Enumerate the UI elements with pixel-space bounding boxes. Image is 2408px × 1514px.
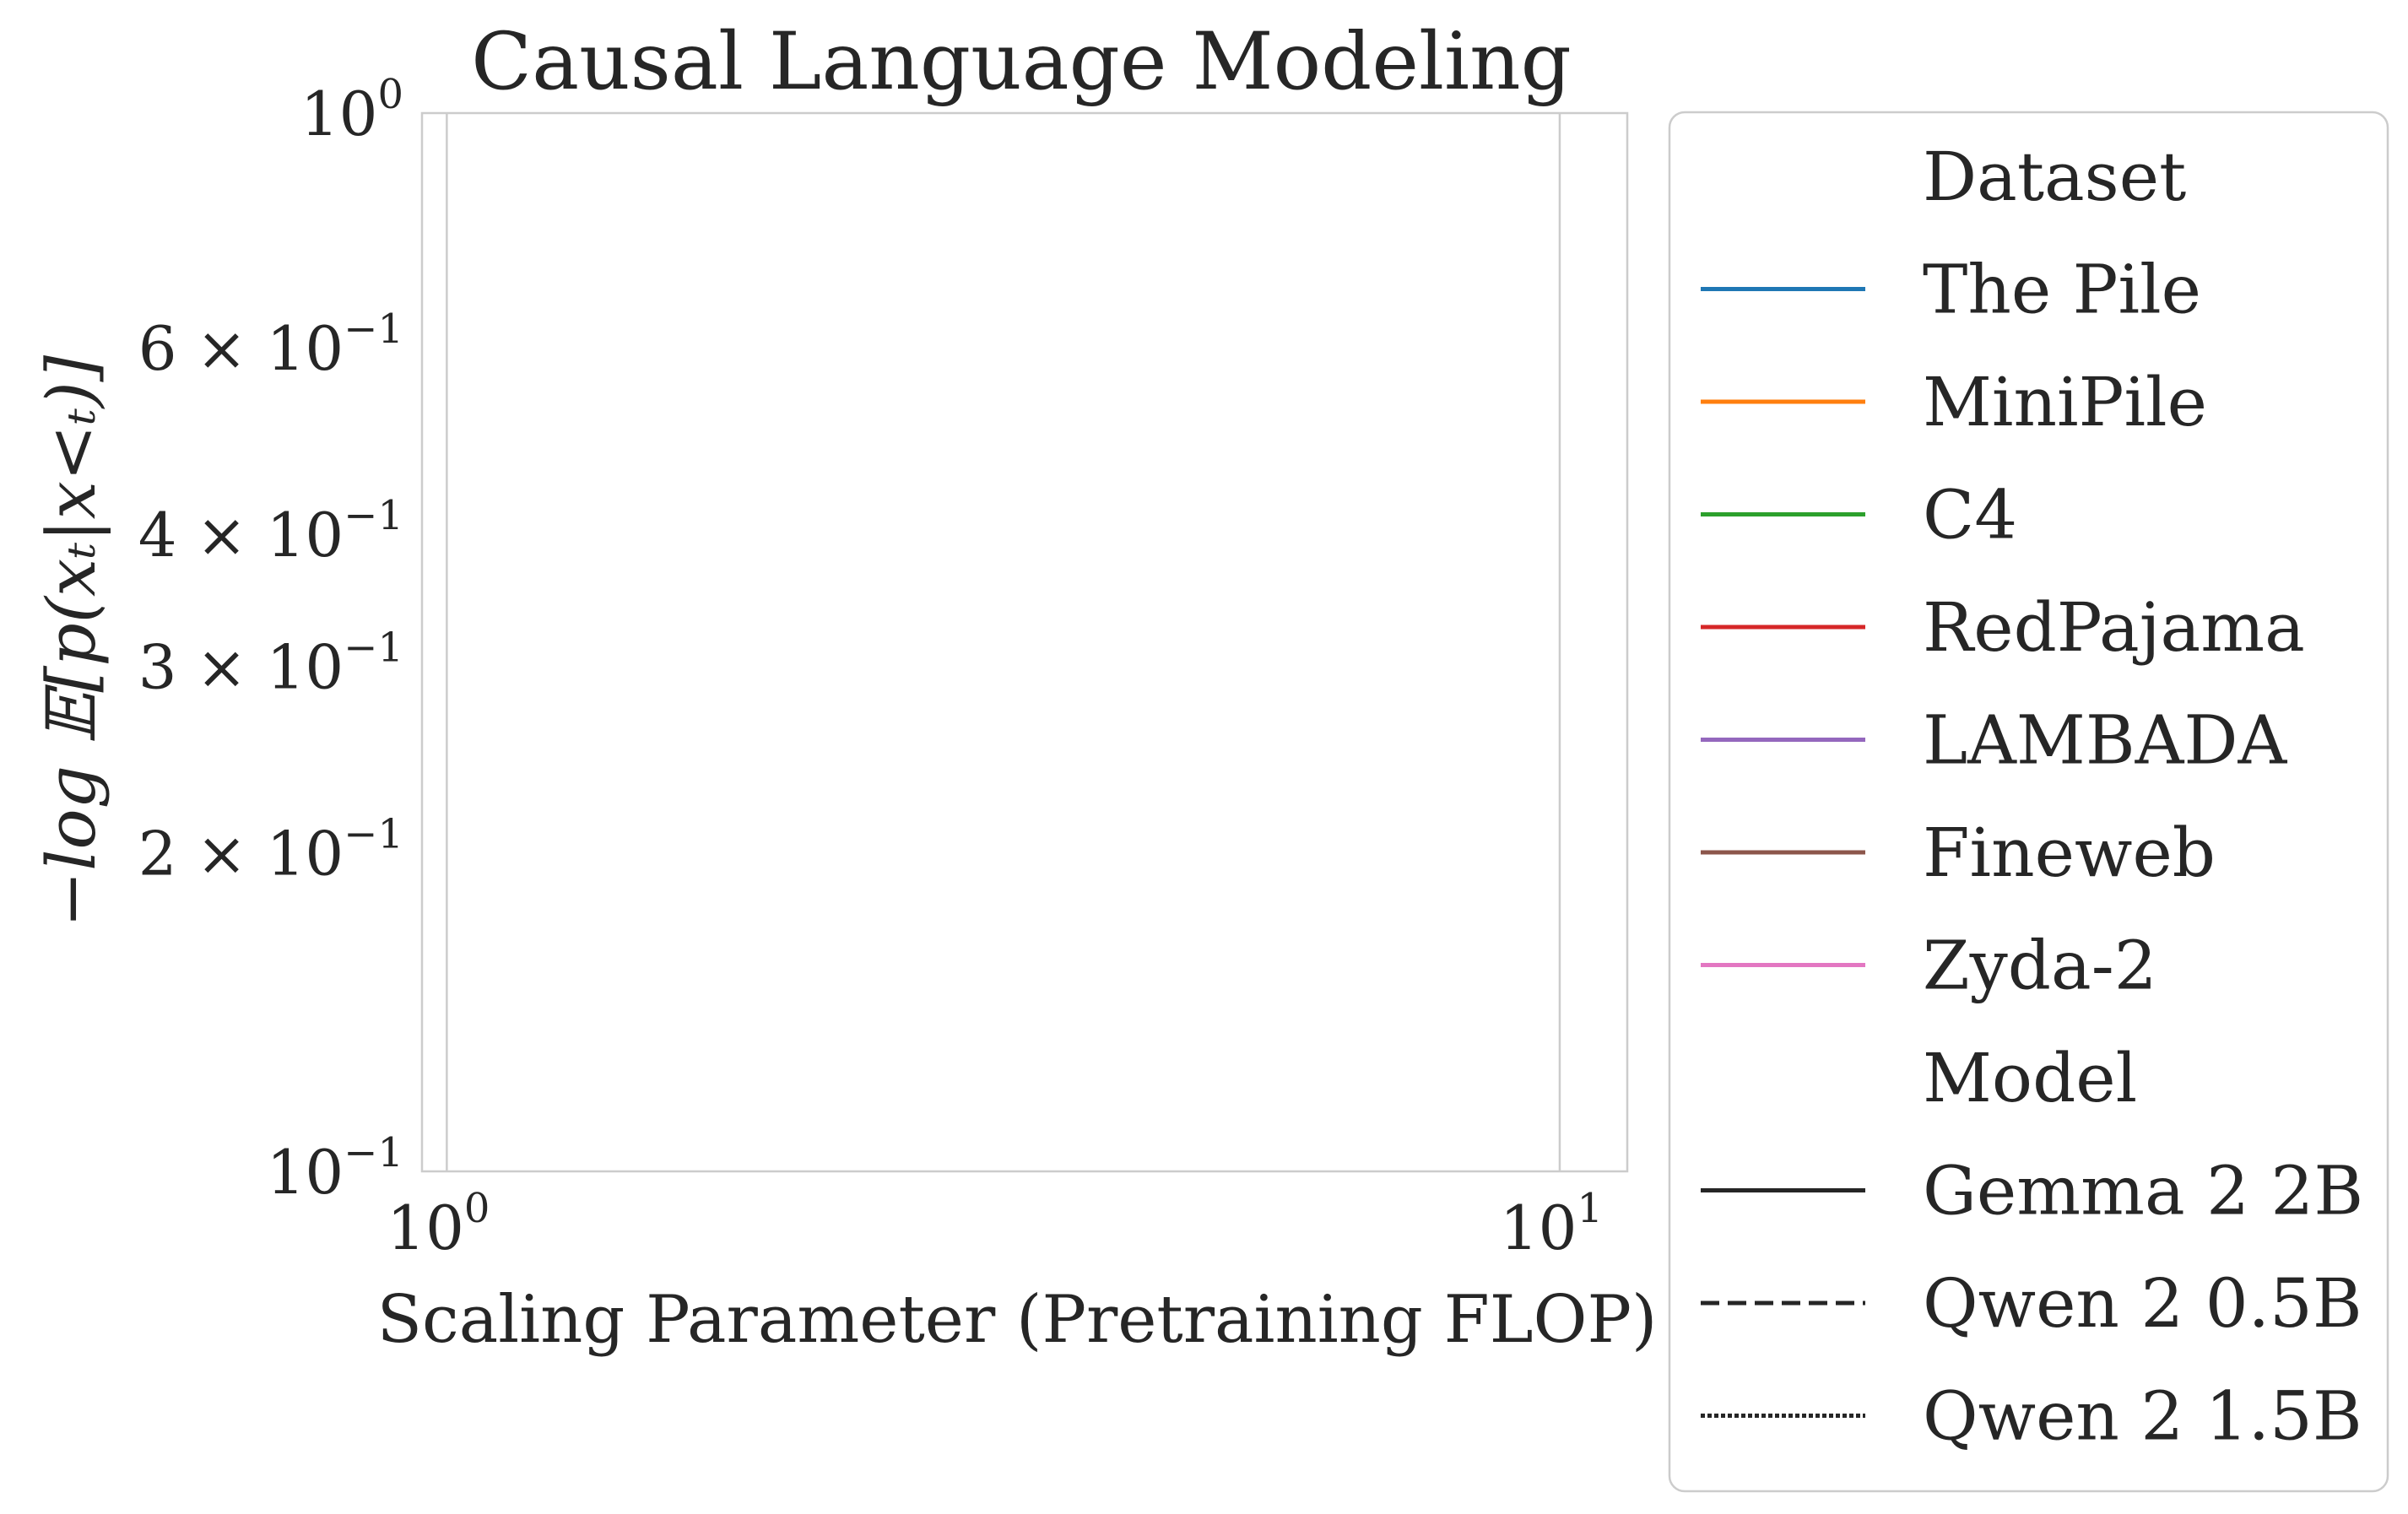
- legend-entry-label: C4: [1923, 476, 2017, 554]
- y-tick-mantissa: 2 ×: [138, 819, 267, 889]
- y-tick-exponent: 0: [377, 71, 403, 118]
- y-tick-exponent: −1: [344, 625, 403, 672]
- legend-items: Dataset The Pile MiniPile C4 RedPajama LAMBAD…: [1701, 138, 2363, 1456]
- y-tick-exponent: −1: [344, 306, 403, 353]
- y-tick-label: 4 × 10−1: [138, 492, 403, 570]
- x-tick-exponent: 1: [1577, 1185, 1604, 1232]
- legend-entry-label: Fineweb: [1923, 814, 2216, 892]
- x-tick-labels: 100 101: [387, 1185, 1603, 1263]
- legend: Dataset The Pile MiniPile C4 RedPajama LAMBAD…: [1668, 111, 2389, 1493]
- x-tick-label: 100: [387, 1185, 490, 1263]
- legend-entry-label: LAMBADA: [1923, 701, 2288, 780]
- y-tick-label: 3 × 10−1: [138, 625, 403, 703]
- y-tick-label: 100: [300, 71, 403, 149]
- legend-entry-label: RedPajama: [1923, 588, 2305, 667]
- y-tick-base: 10: [267, 632, 344, 703]
- y-tick-mantissa: 6 ×: [138, 313, 267, 384]
- x-axis-label: Scaling Parameter (Pretraining FLOP): [377, 1282, 1658, 1358]
- y-tick-label: 2 × 10−1: [138, 811, 403, 889]
- y-tick-mantissa: 3 ×: [138, 632, 267, 703]
- legend-entry-label: Qwen 2 1.5B: [1923, 1377, 2362, 1456]
- grid: [446, 113, 1561, 1171]
- y-tick-exponent: −1: [344, 1129, 403, 1176]
- y-tick-exponent: −1: [344, 811, 403, 858]
- legend-group-title: Dataset: [1923, 138, 2186, 216]
- y-tick-mantissa: 4 ×: [138, 500, 267, 570]
- y-tick-base: 10: [267, 500, 344, 570]
- legend-entry-label: Gemma 2 2B: [1923, 1152, 2363, 1230]
- legend-entry-label: Zyda-2: [1923, 927, 2157, 1005]
- legend-entry-label: The Pile: [1923, 251, 2201, 329]
- legend-box: [1668, 111, 2389, 1493]
- plot-frame: [420, 111, 1629, 1173]
- y-tick-label: 10−1: [267, 1129, 403, 1208]
- y-tick-base: 10: [267, 313, 344, 384]
- y-tick-base: 10: [300, 78, 378, 149]
- chart-title: Causal Language Modeling: [471, 16, 1572, 108]
- y-tick-exponent: −1: [344, 492, 403, 539]
- legend-entry-label: MiniPile: [1923, 363, 2207, 441]
- y-tick-base: 10: [267, 1137, 344, 1208]
- x-tick-label: 101: [1500, 1185, 1603, 1263]
- x-tick-base: 10: [387, 1192, 464, 1263]
- y-tick-label: 6 × 10−1: [138, 306, 403, 384]
- y-tick-base: 10: [267, 819, 344, 889]
- x-tick-exponent: 0: [464, 1185, 490, 1232]
- legend-group-title: Model: [1923, 1039, 2137, 1117]
- legend-entry-label: Qwen 2 0.5B: [1923, 1264, 2362, 1343]
- x-tick-base: 10: [1500, 1192, 1577, 1263]
- y-axis-label: −log 𝔼[p(xₜ|x<ₜ)]: [32, 354, 111, 927]
